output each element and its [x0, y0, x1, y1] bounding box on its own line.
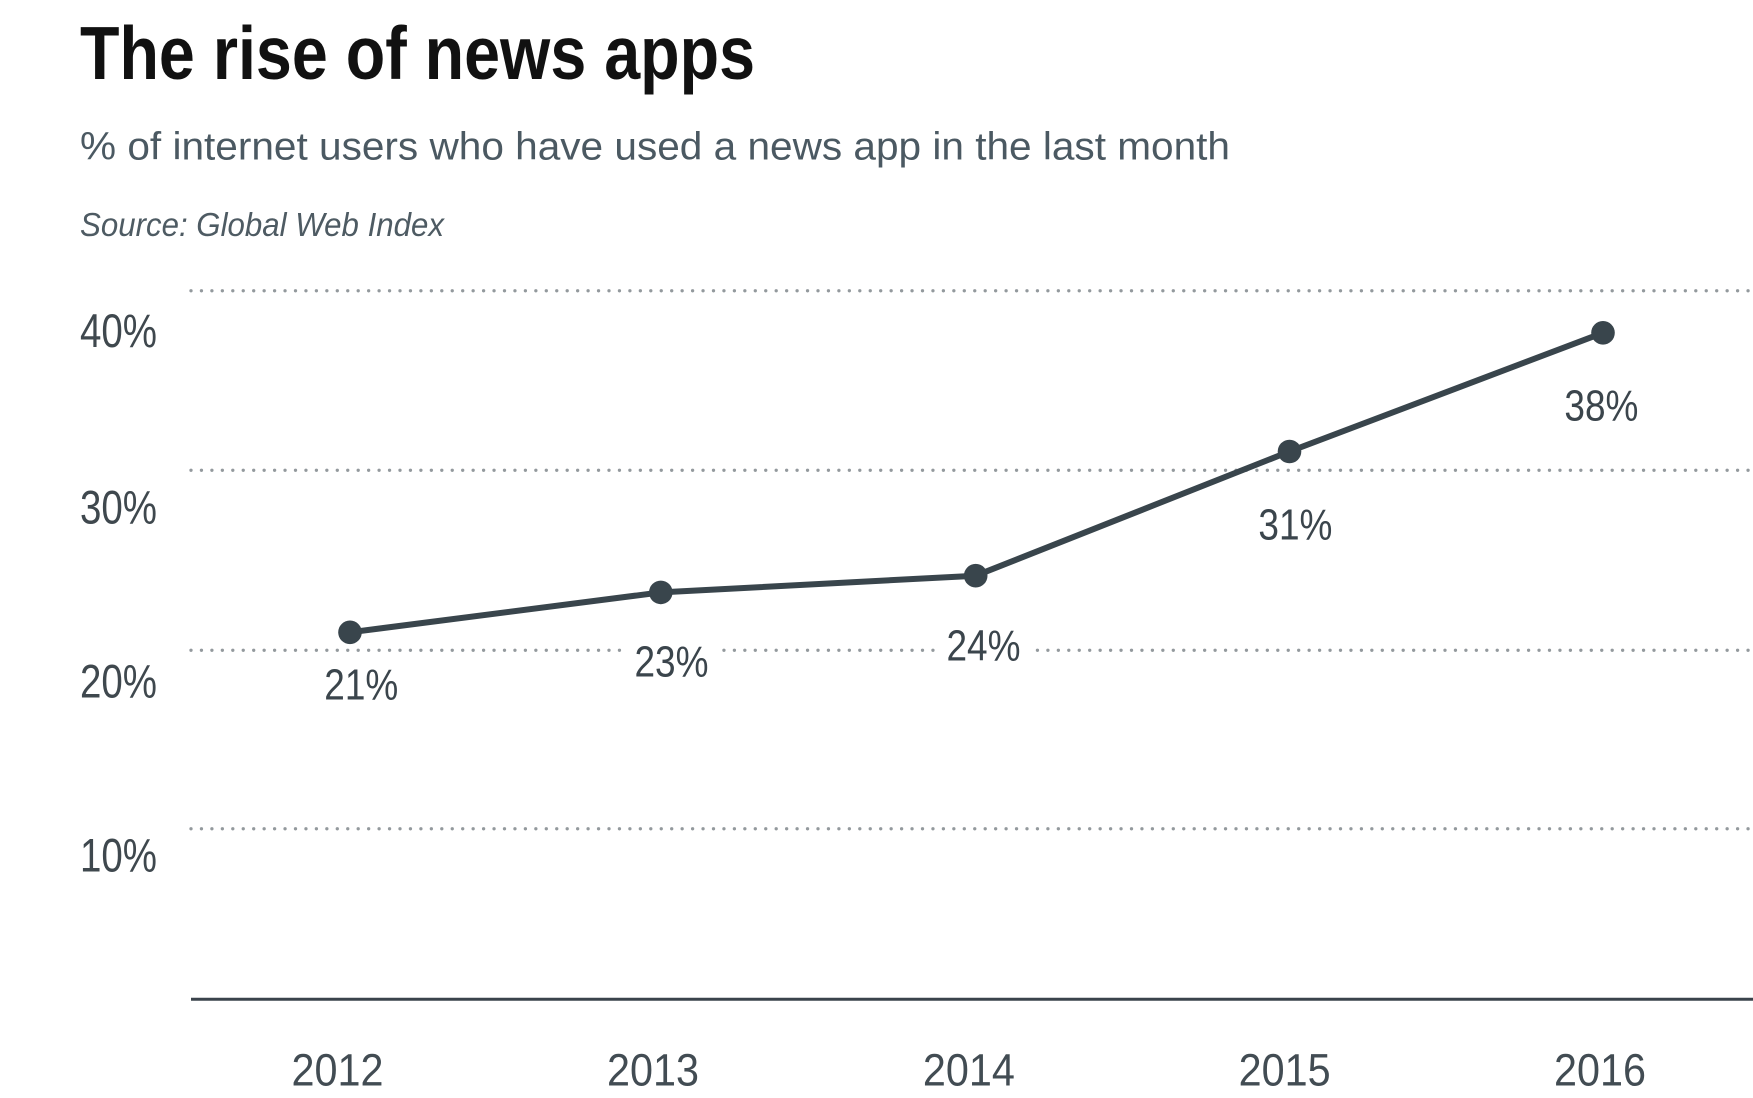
- svg-text:40%: 40%: [80, 305, 157, 358]
- svg-text:31%: 31%: [1258, 501, 1332, 550]
- svg-text:10%: 10%: [80, 830, 157, 883]
- svg-text:% of internet users who have u: % of internet users who have used a news…: [80, 126, 1230, 169]
- svg-text:2014: 2014: [923, 1045, 1015, 1096]
- svg-text:30%: 30%: [80, 482, 157, 535]
- svg-text:2013: 2013: [607, 1045, 699, 1096]
- svg-text:23%: 23%: [635, 638, 709, 687]
- svg-text:2015: 2015: [1239, 1045, 1331, 1096]
- svg-text:20%: 20%: [80, 656, 157, 709]
- svg-text:38%: 38%: [1564, 382, 1638, 431]
- svg-text:The rise of news apps: The rise of news apps: [80, 11, 755, 95]
- svg-text:2016: 2016: [1554, 1045, 1646, 1096]
- svg-text:2012: 2012: [292, 1045, 384, 1096]
- svg-text:24%: 24%: [947, 622, 1021, 671]
- svg-text:21%: 21%: [324, 661, 398, 710]
- svg-text:Source: Global Web Index: Source: Global Web Index: [80, 206, 445, 243]
